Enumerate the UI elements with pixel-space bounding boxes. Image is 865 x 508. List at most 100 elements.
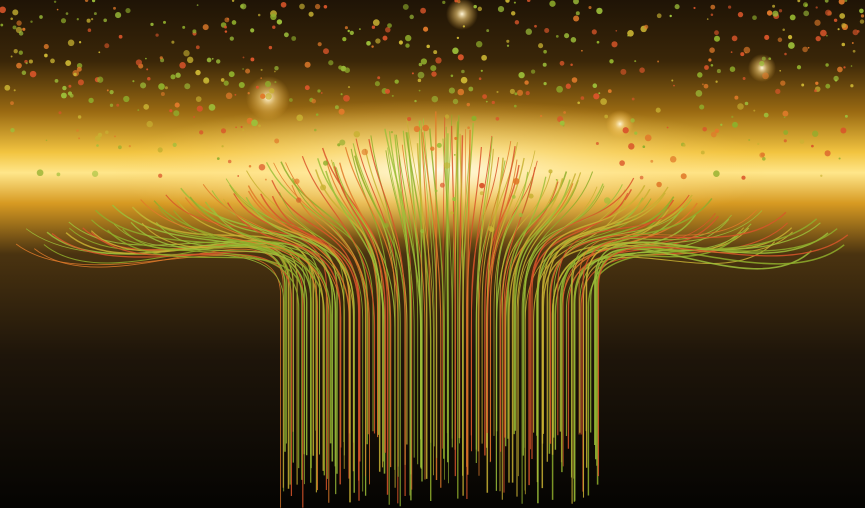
particle — [434, 189, 438, 193]
particle — [619, 160, 625, 166]
particle — [417, 78, 422, 83]
fiber — [531, 177, 635, 459]
fiber — [280, 161, 368, 445]
particle — [443, 162, 451, 169]
particle — [841, 23, 847, 28]
particle — [220, 128, 227, 134]
particle — [838, 157, 841, 160]
particle — [231, 0, 235, 3]
particle — [340, 93, 343, 96]
particle — [650, 159, 654, 163]
particle — [580, 96, 585, 100]
particle — [238, 81, 245, 89]
particle — [591, 29, 597, 35]
particle — [525, 28, 532, 35]
particle — [600, 98, 607, 105]
fiber — [444, 137, 449, 484]
particles — [0, 0, 865, 234]
particle — [713, 35, 721, 42]
particle — [240, 3, 247, 10]
particle — [479, 191, 484, 196]
particle — [730, 51, 733, 53]
fiber — [416, 143, 428, 479]
particle — [29, 70, 37, 78]
particle — [237, 175, 240, 177]
particle — [280, 1, 287, 8]
particle — [12, 25, 17, 30]
particle — [418, 89, 421, 92]
particle — [347, 29, 350, 33]
particle — [347, 86, 351, 89]
particle — [77, 115, 82, 119]
particle — [680, 173, 687, 180]
particle — [342, 36, 347, 42]
particle — [258, 163, 266, 171]
particle — [199, 130, 204, 135]
particle — [779, 69, 782, 72]
fiber — [184, 197, 330, 503]
particle — [824, 0, 829, 3]
particle — [186, 56, 194, 64]
particle — [25, 62, 28, 65]
particle — [564, 33, 570, 39]
fiber — [524, 189, 626, 495]
particle — [371, 25, 376, 29]
particle — [570, 37, 577, 43]
fiber — [533, 199, 626, 433]
particle — [276, 19, 283, 25]
particle — [512, 178, 520, 185]
fiber — [401, 144, 426, 480]
particle — [328, 60, 334, 66]
particle — [743, 46, 751, 54]
particle — [461, 69, 465, 74]
particle — [10, 55, 13, 58]
particle — [323, 5, 328, 9]
particle — [820, 174, 823, 177]
particle — [557, 116, 564, 123]
particle — [780, 80, 786, 86]
particle — [825, 63, 829, 67]
particle — [391, 94, 394, 97]
particle — [114, 135, 116, 138]
particle — [788, 42, 795, 49]
fiber — [422, 118, 438, 458]
particle — [837, 66, 843, 73]
particle — [539, 114, 543, 118]
particle — [314, 128, 317, 132]
particle — [695, 90, 703, 97]
particle — [223, 80, 229, 86]
fiber — [549, 199, 675, 444]
particle — [387, 23, 392, 28]
particle — [737, 103, 744, 110]
particle — [497, 6, 505, 13]
particle — [710, 64, 714, 67]
particle — [815, 6, 818, 9]
particle — [824, 150, 831, 157]
orb — [606, 110, 634, 138]
particle — [732, 121, 738, 128]
particle — [511, 195, 516, 199]
particle — [84, 0, 89, 2]
orb — [748, 54, 776, 82]
particle — [852, 29, 859, 36]
particle — [250, 28, 255, 33]
particle — [58, 111, 62, 115]
particle — [825, 9, 832, 16]
particle — [815, 81, 819, 85]
particle — [803, 10, 810, 17]
particle — [289, 98, 293, 102]
particle — [132, 80, 135, 83]
particle — [208, 104, 216, 111]
particle — [384, 88, 391, 94]
particle — [639, 175, 644, 180]
particle — [98, 51, 101, 54]
particle — [460, 76, 468, 84]
particle — [174, 102, 180, 108]
fiber — [505, 176, 547, 447]
particle — [543, 82, 547, 86]
particle — [183, 50, 190, 57]
particle — [242, 68, 244, 70]
particle — [799, 139, 805, 144]
fibers — [15, 111, 849, 508]
particle — [251, 119, 258, 127]
